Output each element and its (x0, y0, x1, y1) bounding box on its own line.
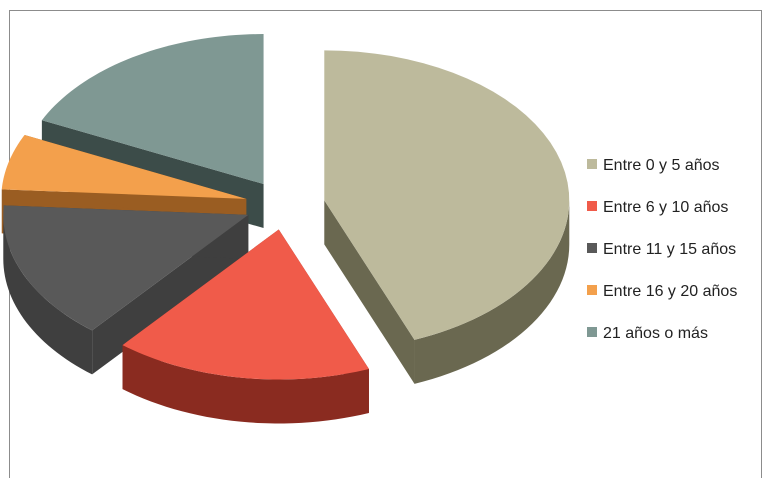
pie-slice-wall (324, 200, 415, 384)
pie-slice-2 (122, 229, 369, 424)
chart-legend: Entre 0 y 5 años Entre 6 y 10 años Entre 1… (587, 157, 737, 342)
pie-slice-1 (324, 50, 570, 384)
legend-swatch-1 (587, 159, 597, 169)
legend-label-3: Entre 11 y 15 años (603, 241, 736, 258)
legend-label-1: Entre 0 y 5 años (603, 157, 720, 174)
legend-label-4: Entre 16 y 20 años (603, 283, 737, 300)
pie-slice-top (41, 34, 264, 185)
pie-slice-side (414, 200, 570, 384)
pie-slice-3 (3, 205, 249, 375)
pie-slice-top (122, 229, 369, 380)
pie-slice-top (3, 205, 249, 331)
pie-slice-top (324, 50, 570, 340)
legend-swatch-2 (587, 201, 597, 211)
pie-slice-side (3, 214, 93, 375)
legend-swatch-5 (587, 327, 597, 337)
pie-slice-top (1, 134, 247, 199)
pie-slice-side (122, 345, 369, 424)
legend-swatch-4 (587, 285, 597, 295)
legend-label-5: 21 años o más (603, 325, 708, 342)
pie-slices (1, 34, 570, 424)
legend-label-2: Entre 6 y 10 años (603, 199, 728, 216)
legend-swatch-3 (587, 243, 597, 253)
